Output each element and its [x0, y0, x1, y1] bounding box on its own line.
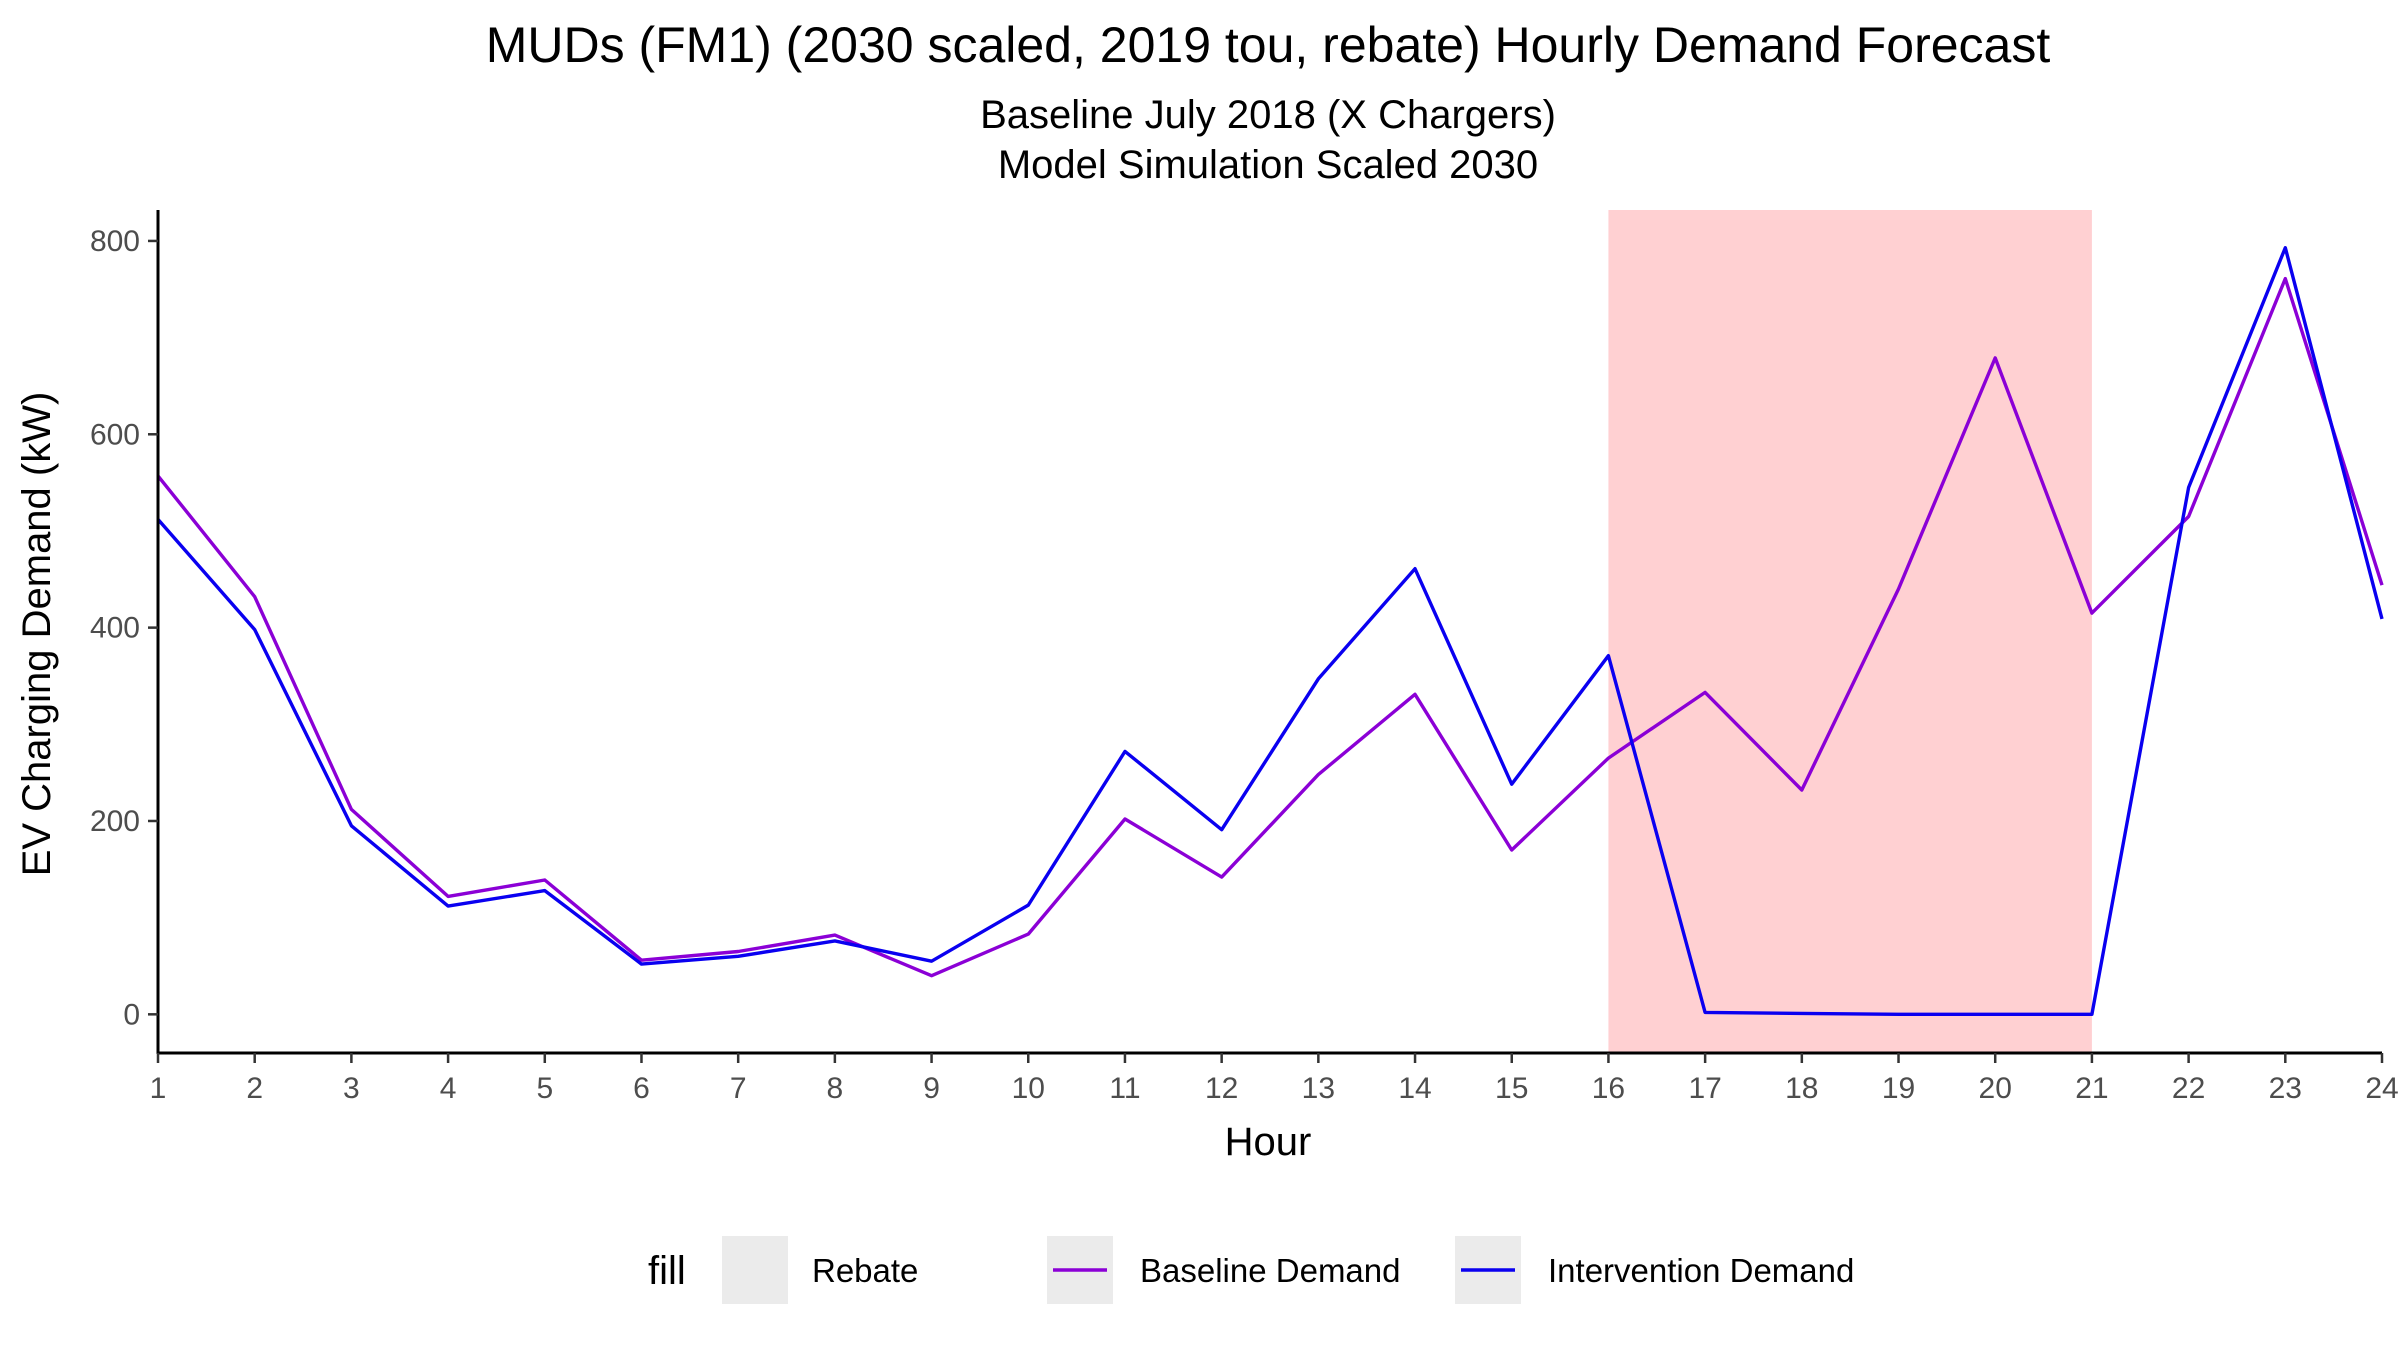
- x-tick-label: 13: [1302, 1072, 1335, 1105]
- y-axis-title: EV Charging Demand (kW): [15, 392, 59, 877]
- x-tick-label: 10: [1012, 1072, 1045, 1105]
- x-tick-label: 23: [2269, 1072, 2302, 1105]
- y-tick-label: 800: [90, 225, 140, 258]
- x-tick-label: 14: [1398, 1072, 1431, 1105]
- x-tick-label: 9: [923, 1072, 940, 1105]
- baseline-demand-line: [156, 276, 2384, 978]
- legend: fill Rebate Baseline Demand Intervention De…: [648, 1236, 1854, 1304]
- x-tick-label: 4: [440, 1072, 457, 1105]
- x-tick-label: 5: [536, 1072, 553, 1105]
- x-tick-label: 11: [1109, 1072, 1140, 1105]
- x-tick-label: 2: [246, 1072, 263, 1105]
- x-tick-label: 20: [1979, 1072, 2012, 1105]
- legend-key-box: [722, 1236, 788, 1304]
- x-tick-label: 8: [827, 1072, 844, 1105]
- y-tick-label: 400: [90, 612, 140, 645]
- x-tick-label: 22: [2172, 1072, 2205, 1105]
- intervention-demand-line: [156, 245, 2384, 1016]
- chart-subtitle-line-1: Baseline July 2018 (X Chargers): [980, 93, 1556, 137]
- x-tick-label: 7: [730, 1072, 747, 1105]
- chart-subtitle-line-2: Model Simulation Scaled 2030: [998, 143, 1538, 187]
- title-group: MUDs (FM1) (2030 scaled, 2019 tou, rebat…: [486, 17, 2051, 187]
- rebate-shaded-region: [1608, 210, 2092, 1053]
- x-tick-label: 12: [1205, 1072, 1238, 1105]
- x-tick-label: 18: [1785, 1072, 1818, 1105]
- legend-label: Baseline Demand: [1140, 1252, 1401, 1289]
- x-tick-label: 24: [2365, 1072, 2398, 1105]
- x-tick-label: 21: [2075, 1072, 2108, 1105]
- y-tick-label: 600: [90, 418, 140, 451]
- legend-title: fill: [648, 1249, 686, 1293]
- legend-label: Intervention Demand: [1548, 1252, 1854, 1289]
- x-tick-label: 3: [343, 1072, 360, 1105]
- x-axis-title: Hour: [1225, 1120, 1312, 1164]
- y-tick-label: 200: [90, 805, 140, 838]
- x-tick-label: 16: [1592, 1072, 1625, 1105]
- x-tick-label: 1: [150, 1072, 167, 1105]
- legend-label: Rebate: [812, 1252, 918, 1289]
- x-tick-label: 17: [1688, 1072, 1721, 1105]
- x-tick-label: 19: [1882, 1072, 1915, 1105]
- x-tick-label: 6: [633, 1072, 650, 1105]
- y-tick-label: 0: [123, 998, 140, 1031]
- chart-title: MUDs (FM1) (2030 scaled, 2019 tou, rebat…: [486, 17, 2051, 73]
- x-tick-label: 15: [1495, 1072, 1528, 1105]
